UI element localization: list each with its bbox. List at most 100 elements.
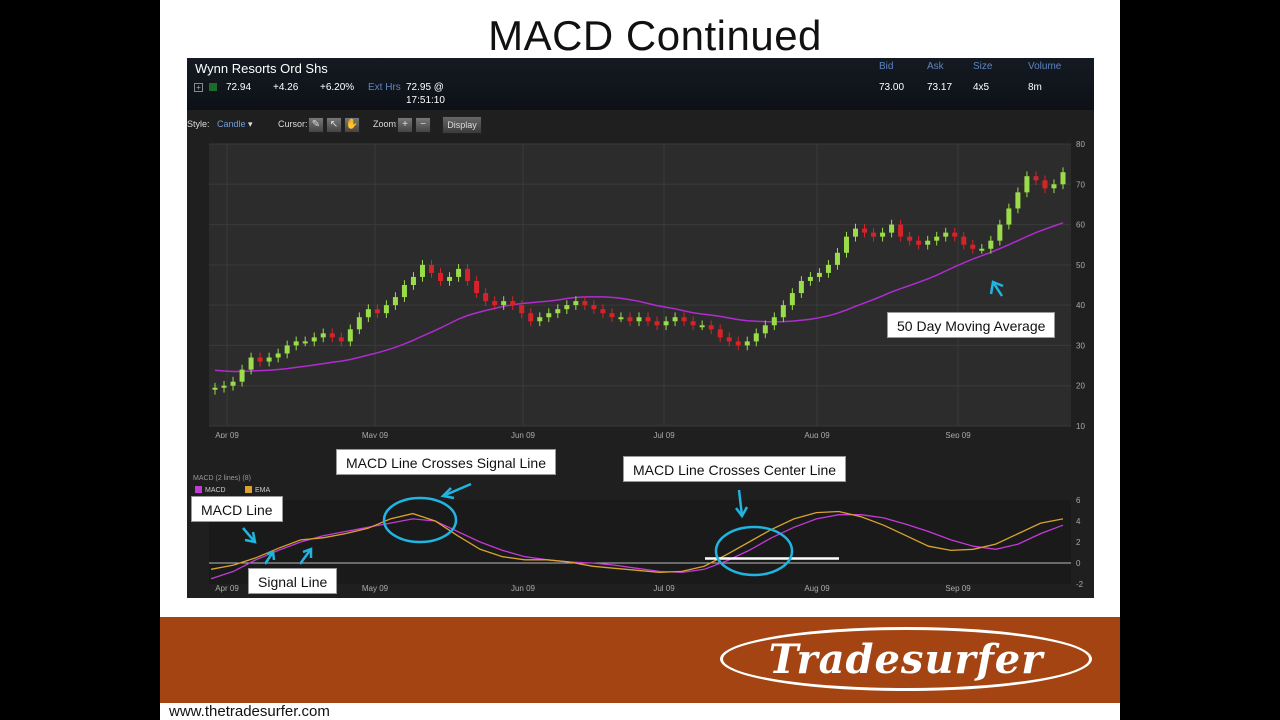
candle-body xyxy=(329,333,335,338)
candle-body xyxy=(898,224,904,237)
callout-macd-crosses-signal: MACD Line Crosses Signal Line xyxy=(336,449,556,475)
candle-body xyxy=(862,228,868,233)
candle-body xyxy=(1060,172,1066,185)
candle-body xyxy=(961,236,967,245)
candle-body xyxy=(780,305,786,318)
candle-body xyxy=(988,240,994,249)
pencil-icon[interactable]: ✎ xyxy=(308,117,324,133)
price-y-tick: 80 xyxy=(1076,140,1085,149)
candle-body xyxy=(347,329,353,342)
candle-body xyxy=(365,309,371,318)
last-price: 72.94 xyxy=(226,82,252,93)
zoom-in-button[interactable]: + xyxy=(397,117,413,133)
candle-body xyxy=(889,224,895,233)
candle-body xyxy=(627,317,633,322)
quote-bar: Wynn Resorts Ord Shs + 72.94 +4.26 +6.20… xyxy=(187,58,1094,110)
stock-name: Wynn Resorts Ord Shs xyxy=(195,61,328,76)
candle-body xyxy=(1051,184,1057,189)
macd-x-tick: Apr 09 xyxy=(215,584,239,593)
candle-body xyxy=(483,293,489,302)
candle-body xyxy=(257,357,263,362)
price-x-tick: Apr 09 xyxy=(215,431,239,438)
candle-body xyxy=(925,240,931,245)
candle-body xyxy=(474,280,480,294)
candle-body xyxy=(681,317,687,322)
candle-body xyxy=(564,305,570,310)
candle-body xyxy=(401,285,407,298)
candle-body xyxy=(230,381,236,386)
plus-box-icon[interactable]: + xyxy=(194,83,203,92)
status-square-icon xyxy=(209,83,217,91)
candle-body xyxy=(834,252,840,265)
pointer-icon[interactable]: ↖ xyxy=(326,117,342,133)
macd-y-tick: -2 xyxy=(1076,580,1084,589)
cursor-label: Cursor: xyxy=(278,119,308,129)
display-button[interactable]: Display xyxy=(442,116,482,134)
slide-title: MACD Continued xyxy=(488,12,822,59)
hand-icon[interactable]: ✋ xyxy=(344,117,360,133)
macd-y-tick: 6 xyxy=(1076,496,1081,505)
macd-y-tick: 4 xyxy=(1076,517,1081,526)
macd-x-axis: Apr 09 May 09 Jun 09 Jul 09 Aug 09 Sep 09 xyxy=(215,584,971,593)
candle-body xyxy=(465,268,471,281)
candle-body xyxy=(383,305,389,314)
chart-toolbar: Style: Candle ▾ Cursor: ✎ ↖ ✋ Zoom: + − … xyxy=(187,114,1094,136)
candle-body xyxy=(708,325,714,330)
candle-body xyxy=(843,236,849,253)
price-plot-area xyxy=(209,144,1071,426)
candle-body xyxy=(853,228,859,237)
price-x-tick: May 09 xyxy=(362,431,389,438)
candle-body xyxy=(645,317,651,322)
candle-body xyxy=(816,272,822,277)
center-cross-arrow-icon xyxy=(735,489,749,519)
candle-body xyxy=(726,337,732,342)
candle-body xyxy=(546,313,552,318)
candle-body xyxy=(825,264,831,273)
candle-body xyxy=(338,337,344,342)
candle-body xyxy=(663,321,669,326)
callout-macd-crosses-center: MACD Line Crosses Center Line xyxy=(623,456,847,482)
callout-50-day-ma: 50 Day Moving Average xyxy=(887,312,1056,338)
bid-value: 73.00 xyxy=(879,82,905,93)
candle-body xyxy=(1024,176,1030,193)
candle-body xyxy=(798,280,804,294)
price-y-tick: 50 xyxy=(1076,261,1085,270)
ma-arrow-icon xyxy=(989,280,1004,297)
candle-body xyxy=(762,325,768,334)
candle-body xyxy=(320,333,326,338)
candle-body xyxy=(447,276,453,281)
tradesurfer-logo: Tradesurfer xyxy=(720,627,1092,691)
candle-body xyxy=(672,317,678,322)
price-grid xyxy=(209,143,1071,427)
macd-x-tick: Sep 09 xyxy=(945,584,971,593)
candle-body xyxy=(275,353,281,358)
size-header: Size xyxy=(973,61,993,72)
price-y-tick: 20 xyxy=(1076,382,1085,391)
candle-body xyxy=(501,301,507,306)
ask-value: 73.17 xyxy=(927,82,953,93)
legend-macd: MACD xyxy=(205,487,226,494)
style-select[interactable]: Candle xyxy=(217,119,246,129)
candle-body xyxy=(934,236,940,241)
center-cross-circle xyxy=(714,525,794,577)
candle-body xyxy=(654,321,660,326)
macd-y-tick: 2 xyxy=(1076,538,1081,547)
candle-body xyxy=(807,276,813,281)
macd-title: MACD (2 lines) (8) xyxy=(193,475,251,482)
signal-cross-circle xyxy=(382,496,458,544)
zoom-out-button[interactable]: − xyxy=(415,117,431,133)
candle-body xyxy=(573,301,579,306)
size-value: 4x5 xyxy=(973,82,990,93)
price-y-axis: 10 20 30 40 50 60 70 80 xyxy=(1076,140,1085,431)
chevron-down-icon[interactable]: ▾ xyxy=(248,119,253,129)
candle-body xyxy=(880,232,886,237)
callout-macd-line: MACD Line xyxy=(191,496,283,522)
bid-header: Bid xyxy=(879,61,894,72)
legend-swatch-macd xyxy=(195,486,202,493)
ext-hours-time: 17:51:10 xyxy=(406,95,445,106)
zoom-label: Zoom: xyxy=(373,119,399,129)
price-x-tick: Sep 09 xyxy=(945,431,971,438)
candle-body xyxy=(438,272,444,281)
volume-header: Volume xyxy=(1028,61,1062,72)
macd-x-tick: Jun 09 xyxy=(511,584,536,593)
